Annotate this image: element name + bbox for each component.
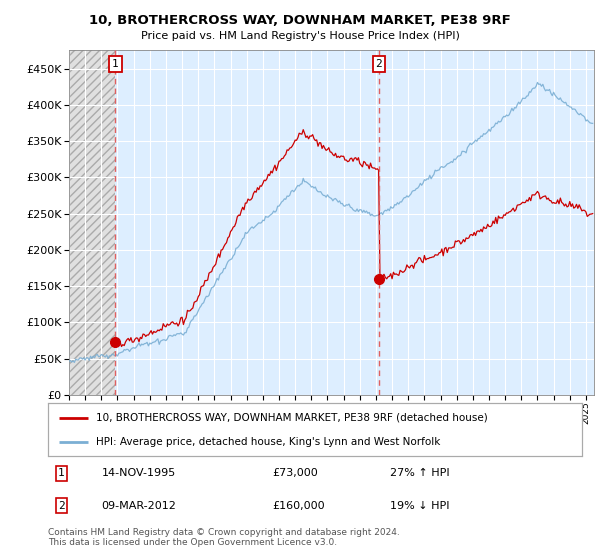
Text: 14-NOV-1995: 14-NOV-1995 — [101, 468, 176, 478]
Text: 2: 2 — [376, 59, 382, 69]
Text: 1: 1 — [112, 59, 119, 69]
Text: Price paid vs. HM Land Registry's House Price Index (HPI): Price paid vs. HM Land Registry's House … — [140, 31, 460, 41]
Text: Contains HM Land Registry data © Crown copyright and database right 2024.
This d: Contains HM Land Registry data © Crown c… — [48, 528, 400, 547]
Text: 27% ↑ HPI: 27% ↑ HPI — [390, 468, 449, 478]
Text: 10, BROTHERCROSS WAY, DOWNHAM MARKET, PE38 9RF: 10, BROTHERCROSS WAY, DOWNHAM MARKET, PE… — [89, 14, 511, 27]
Text: 2: 2 — [58, 501, 65, 511]
Text: 1: 1 — [58, 468, 65, 478]
Bar — [69, 50, 115, 395]
Text: 10, BROTHERCROSS WAY, DOWNHAM MARKET, PE38 9RF (detached house): 10, BROTHERCROSS WAY, DOWNHAM MARKET, PE… — [96, 413, 488, 423]
Text: 09-MAR-2012: 09-MAR-2012 — [101, 501, 176, 511]
Text: £73,000: £73,000 — [272, 468, 318, 478]
Text: 19% ↓ HPI: 19% ↓ HPI — [390, 501, 449, 511]
Text: £160,000: £160,000 — [272, 501, 325, 511]
Text: HPI: Average price, detached house, King's Lynn and West Norfolk: HPI: Average price, detached house, King… — [96, 437, 440, 447]
